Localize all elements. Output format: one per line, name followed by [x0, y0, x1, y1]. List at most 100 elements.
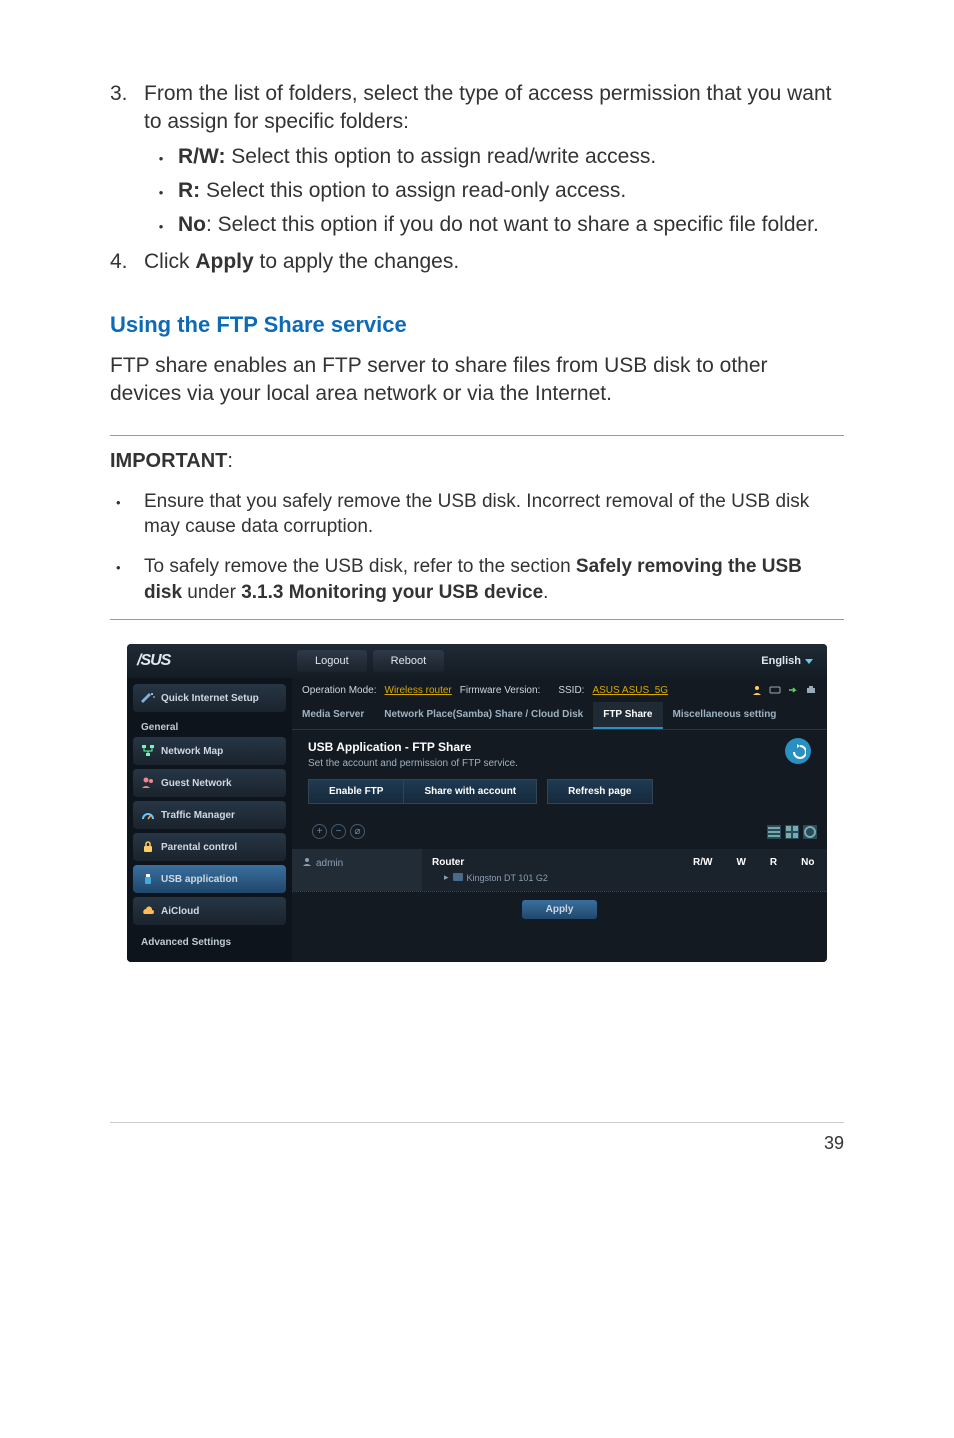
sidebar-item-label: AiCloud: [161, 906, 199, 917]
info-row: Operation Mode: Wireless router Firmware…: [292, 678, 827, 702]
perm-header-w: W: [736, 857, 745, 883]
section-title-ftp: Using the FTP Share service: [110, 312, 844, 338]
subtab-refresh[interactable]: Refresh page: [547, 779, 652, 804]
bullet-r-text: R: Select this option to assign read-onl…: [178, 177, 844, 205]
asus-logo: /SUS: [137, 652, 297, 670]
sidebar-item-label: Quick Internet Setup: [161, 693, 259, 704]
tab-ftp-share[interactable]: FTP Share: [593, 702, 662, 729]
control-row: + − ⌀: [292, 820, 827, 849]
view-list-icon[interactable]: [767, 825, 781, 839]
sidebar-general-header: General: [133, 716, 286, 737]
tab-media-server[interactable]: Media Server: [292, 702, 374, 729]
perm-header-rw: R/W: [693, 857, 712, 883]
sidebar-item-aicloud[interactable]: AiCloud: [133, 897, 286, 925]
important-item-1: • Ensure that you safely remove the USB …: [110, 489, 844, 540]
divider: [110, 619, 844, 620]
apply-row: Apply: [292, 891, 827, 931]
sidebar-item-label: Network Map: [161, 746, 223, 757]
users-icon: [141, 776, 155, 790]
tab-misc[interactable]: Miscellaneous setting: [663, 702, 787, 729]
step-3-text: From the list of folders, select the typ…: [144, 80, 844, 137]
drive-icon: [453, 873, 463, 883]
tree-item-label: Kingston DT 101 G2: [467, 873, 548, 883]
ssid-link[interactable]: ASUS ASUS_5G: [592, 685, 668, 696]
view-grid-icon[interactable]: [785, 825, 799, 839]
usb-icon: [141, 872, 155, 886]
cloud-icon: [141, 904, 155, 918]
sub-tab-bar: Enable FTP Share with account Refresh pa…: [308, 779, 811, 804]
tree-header: Router: [432, 857, 677, 868]
sidebar-item-usb-application[interactable]: USB application: [133, 865, 286, 893]
tab-bar: Media Server Network Place(Samba) Share …: [292, 702, 827, 730]
page-footer: 39: [110, 1122, 844, 1154]
subtab-share-account[interactable]: Share with account: [403, 779, 537, 804]
view-icons: [767, 825, 817, 839]
fw-label: Firmware Version:: [460, 685, 541, 696]
step-4-text: Click Apply to apply the changes.: [144, 248, 844, 276]
important-item-1-text: Ensure that you safely remove the USB di…: [144, 489, 844, 540]
share-grid: admin Router ▸ Kingston DT 101 G2 R/W W …: [292, 849, 827, 891]
op-mode-label: Operation Mode:: [302, 685, 377, 696]
sidebar-advanced-header: Advanced Settings: [133, 929, 286, 952]
gauge-icon: [141, 808, 155, 822]
user-icon: [751, 684, 763, 696]
bullet-dot: •: [144, 177, 178, 205]
perm-header-no: No: [801, 857, 814, 883]
step-3: 3. From the list of folders, select the …: [110, 80, 844, 137]
logout-button[interactable]: Logout: [297, 650, 367, 672]
wand-icon: [141, 691, 155, 705]
bullet-dot: •: [144, 143, 178, 171]
bullet-r: • R: Select this option to assign read-o…: [144, 177, 844, 205]
bullet-dot: •: [110, 554, 144, 605]
view-other-icon[interactable]: [803, 825, 817, 839]
user-icon: [302, 857, 312, 870]
important-label: IMPORTANT:: [110, 450, 844, 473]
step-3-num: 3.: [110, 80, 144, 137]
sidebar-item-traffic-manager[interactable]: Traffic Manager: [133, 801, 286, 829]
user-column: admin: [292, 849, 422, 891]
expand-icon[interactable]: ▸: [444, 872, 449, 883]
op-mode-link[interactable]: Wireless router: [385, 685, 452, 696]
topbar: /SUS Logout Reboot English: [127, 644, 827, 678]
edit-user-button[interactable]: ⌀: [350, 824, 365, 839]
chevron-down-icon: [805, 659, 813, 664]
bullet-dot: •: [110, 489, 144, 540]
subtab-enable-ftp[interactable]: Enable FTP: [308, 779, 403, 804]
content-area: Operation Mode: Wireless router Firmware…: [292, 678, 827, 962]
remove-user-button[interactable]: −: [331, 824, 346, 839]
perm-header-r: R: [770, 857, 777, 883]
bullet-rw: • R/W: Select this option to assign read…: [144, 143, 844, 171]
lock-icon: [141, 840, 155, 854]
reboot-button[interactable]: Reboot: [373, 650, 444, 672]
sidebar: Quick Internet Setup General Network Map…: [127, 678, 292, 962]
status-icons: [751, 684, 817, 696]
ssid-label: SSID:: [558, 685, 584, 696]
apply-button[interactable]: Apply: [522, 900, 598, 919]
tab-samba[interactable]: Network Place(Samba) Share / Cloud Disk: [374, 702, 593, 729]
step-4: 4. Click Apply to apply the changes.: [110, 248, 844, 276]
user-item[interactable]: admin: [302, 857, 412, 870]
permission-headers: R/W W R No: [687, 849, 827, 891]
add-user-button[interactable]: +: [312, 824, 327, 839]
bullet-dot: •: [144, 211, 178, 239]
section-paragraph: FTP share enables an FTP server to share…: [110, 352, 844, 409]
user-label: admin: [316, 858, 343, 869]
sidebar-quick-setup[interactable]: Quick Internet Setup: [133, 684, 286, 712]
usb-status-icon: [787, 684, 799, 696]
step-4-num: 4.: [110, 248, 144, 276]
panel-subtitle: Set the account and permission of FTP se…: [308, 758, 811, 769]
sidebar-item-network-map[interactable]: Network Map: [133, 737, 286, 765]
tree-item[interactable]: ▸ Kingston DT 101 G2: [432, 872, 677, 883]
network-icon: [141, 744, 155, 758]
sidebar-item-guest-network[interactable]: Guest Network: [133, 769, 286, 797]
divider: [110, 435, 844, 436]
important-item-2-text: To safely remove the USB disk, refer to …: [144, 554, 844, 605]
bullet-rw-text: R/W: Select this option to assign read/w…: [178, 143, 844, 171]
sidebar-item-parental-control[interactable]: Parental control: [133, 833, 286, 861]
language-selector[interactable]: English: [761, 655, 813, 667]
bullet-no-text: No: Select this option if you do not wan…: [178, 211, 844, 239]
panel-title: USB Application - FTP Share: [308, 740, 811, 754]
sidebar-item-label: Parental control: [161, 842, 237, 853]
router-screenshot: /SUS Logout Reboot English Quick Interne…: [127, 644, 827, 962]
sidebar-item-label: Guest Network: [161, 778, 232, 789]
